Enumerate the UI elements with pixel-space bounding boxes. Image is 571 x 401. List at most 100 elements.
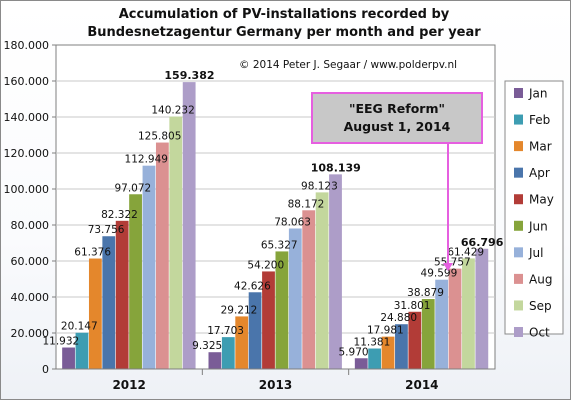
legend-swatch-aug xyxy=(514,273,523,284)
legend-swatch-oct xyxy=(514,327,523,337)
data-label: 61.429 xyxy=(447,246,484,258)
legend-label-aug: Aug xyxy=(529,272,552,286)
x-category-label: 2014 xyxy=(405,378,438,392)
callout-line-2: August 1, 2014 xyxy=(344,119,451,134)
legend: Jan Feb Mar Apr May Jun Jul Aug Sep Oct xyxy=(504,80,564,340)
bar-oct-2014 xyxy=(475,248,489,369)
y-tick-label: 140.000 xyxy=(4,111,50,124)
bar-jan-2012 xyxy=(62,347,75,369)
bar-feb-2013 xyxy=(221,337,235,369)
y-tick-label: 20.000 xyxy=(11,327,50,340)
bar-mar-2012 xyxy=(88,258,102,369)
bar-sep-2013 xyxy=(315,192,329,369)
data-label: 11.932 xyxy=(42,336,79,348)
bar-mar-2013 xyxy=(235,316,249,369)
legend-label-mar: Mar xyxy=(529,140,552,154)
data-label: 9.325 xyxy=(192,340,222,352)
legend-label-may: May xyxy=(529,193,554,207)
bar-sep-2012 xyxy=(169,116,183,369)
data-label: 159.382 xyxy=(164,69,214,82)
bar-jun-2014 xyxy=(421,299,435,369)
data-label: 88.172 xyxy=(288,198,325,210)
bar-jan-2014 xyxy=(354,358,368,369)
data-label: 49.599 xyxy=(421,268,458,280)
bar-may-2014 xyxy=(408,311,422,369)
data-label: 73.756 xyxy=(88,224,125,236)
legend-swatch-jan xyxy=(514,88,523,98)
bar-mar-2014 xyxy=(381,336,395,369)
data-label: 29.212 xyxy=(221,304,258,316)
x-axis: 2012 2013 2014 xyxy=(56,368,495,392)
bar-jun-2012 xyxy=(129,194,142,369)
legend-label-sep: Sep xyxy=(529,299,552,313)
bar-may-2013 xyxy=(262,271,275,369)
bar-apr-2013 xyxy=(248,292,262,369)
data-label: 61.376 xyxy=(74,247,111,259)
bar-may-2012 xyxy=(115,220,129,369)
legend-swatch-may xyxy=(514,194,523,205)
bar-oct-2013 xyxy=(329,174,342,369)
data-label: 24.880 xyxy=(380,312,417,324)
data-label: 97.072 xyxy=(114,182,151,194)
legend-swatch-apr xyxy=(514,167,523,178)
bar-feb-2012 xyxy=(75,332,89,369)
chart-title: Accumulation of PV-installations recorde… xyxy=(119,7,450,22)
data-label: 17.703 xyxy=(207,325,244,337)
data-label: 38.879 xyxy=(407,287,444,299)
data-label: 78.063 xyxy=(274,216,311,228)
data-label: 65.327 xyxy=(261,239,298,251)
data-label: 11.381 xyxy=(354,337,391,349)
y-axis: 0 20.000 40.000 60.000 80.000 100.000 120.000 1… xyxy=(4,39,56,376)
eeg-reform-callout: "EEG Reform" August 1, 2014 xyxy=(311,92,483,271)
legend-label-feb: Feb xyxy=(529,113,550,127)
data-label: 98.123 xyxy=(301,180,338,192)
bar-jan-2013 xyxy=(208,352,222,369)
legend-label-jan: Jan xyxy=(528,87,548,101)
bar-feb-2014 xyxy=(368,348,382,369)
legend-label-jul: Jul xyxy=(528,246,543,260)
data-label: 66.796 xyxy=(461,236,504,249)
y-tick-label: 100.000 xyxy=(4,183,50,196)
callout-box xyxy=(311,92,483,144)
y-tick-label: 180.000 xyxy=(4,39,50,52)
legend-swatch-jul xyxy=(514,247,523,258)
data-label: 5.970 xyxy=(339,346,369,358)
legend-swatch-jun xyxy=(514,220,523,231)
data-label: 31.801 xyxy=(394,300,431,312)
bar-aug-2012 xyxy=(155,142,169,369)
data-label: 125.805 xyxy=(138,131,181,143)
y-tick-label: 160.000 xyxy=(4,75,50,88)
legend-swatch-mar xyxy=(514,141,523,152)
bar-jun-2013 xyxy=(275,251,289,369)
legend-label-apr: Apr xyxy=(529,166,550,180)
callout-arrow-head xyxy=(443,263,453,271)
data-label: 42.626 xyxy=(234,280,271,292)
data-label: 20.147 xyxy=(61,321,98,333)
bar-apr-2012 xyxy=(102,236,116,369)
data-labels: 11.932 20.147 61.376 73.756 82.322 97.072 112.… xyxy=(42,69,503,358)
bar-sep-2014 xyxy=(462,258,475,369)
data-label: 82.322 xyxy=(101,209,138,221)
data-label: 17.981 xyxy=(367,325,404,337)
x-category-label: 2013 xyxy=(259,378,292,392)
y-tick-label: 80.000 xyxy=(11,219,50,232)
bar-jul-2013 xyxy=(288,228,302,369)
bar-jul-2012 xyxy=(142,165,156,369)
data-label: 108.139 xyxy=(311,161,361,174)
data-label: 112.949 xyxy=(125,154,168,166)
legend-swatch-feb xyxy=(514,114,523,125)
callout-line-1: "EEG Reform" xyxy=(349,101,445,116)
legend-label-jun: Jun xyxy=(528,219,548,233)
y-tick-label: 40.000 xyxy=(11,291,50,304)
data-label: 54.200 xyxy=(247,259,284,271)
data-label: 55.757 xyxy=(434,257,471,269)
legend-label-oct: Oct xyxy=(529,326,550,340)
bar-aug-2013 xyxy=(302,210,316,369)
bars xyxy=(62,82,489,369)
legend-swatch-sep xyxy=(514,300,523,311)
data-label: 140.232 xyxy=(151,105,194,117)
x-category-label: 2012 xyxy=(112,378,145,392)
copyright-note: © 2014 Peter J. Segaar / www.polderpv.nl xyxy=(239,59,457,71)
